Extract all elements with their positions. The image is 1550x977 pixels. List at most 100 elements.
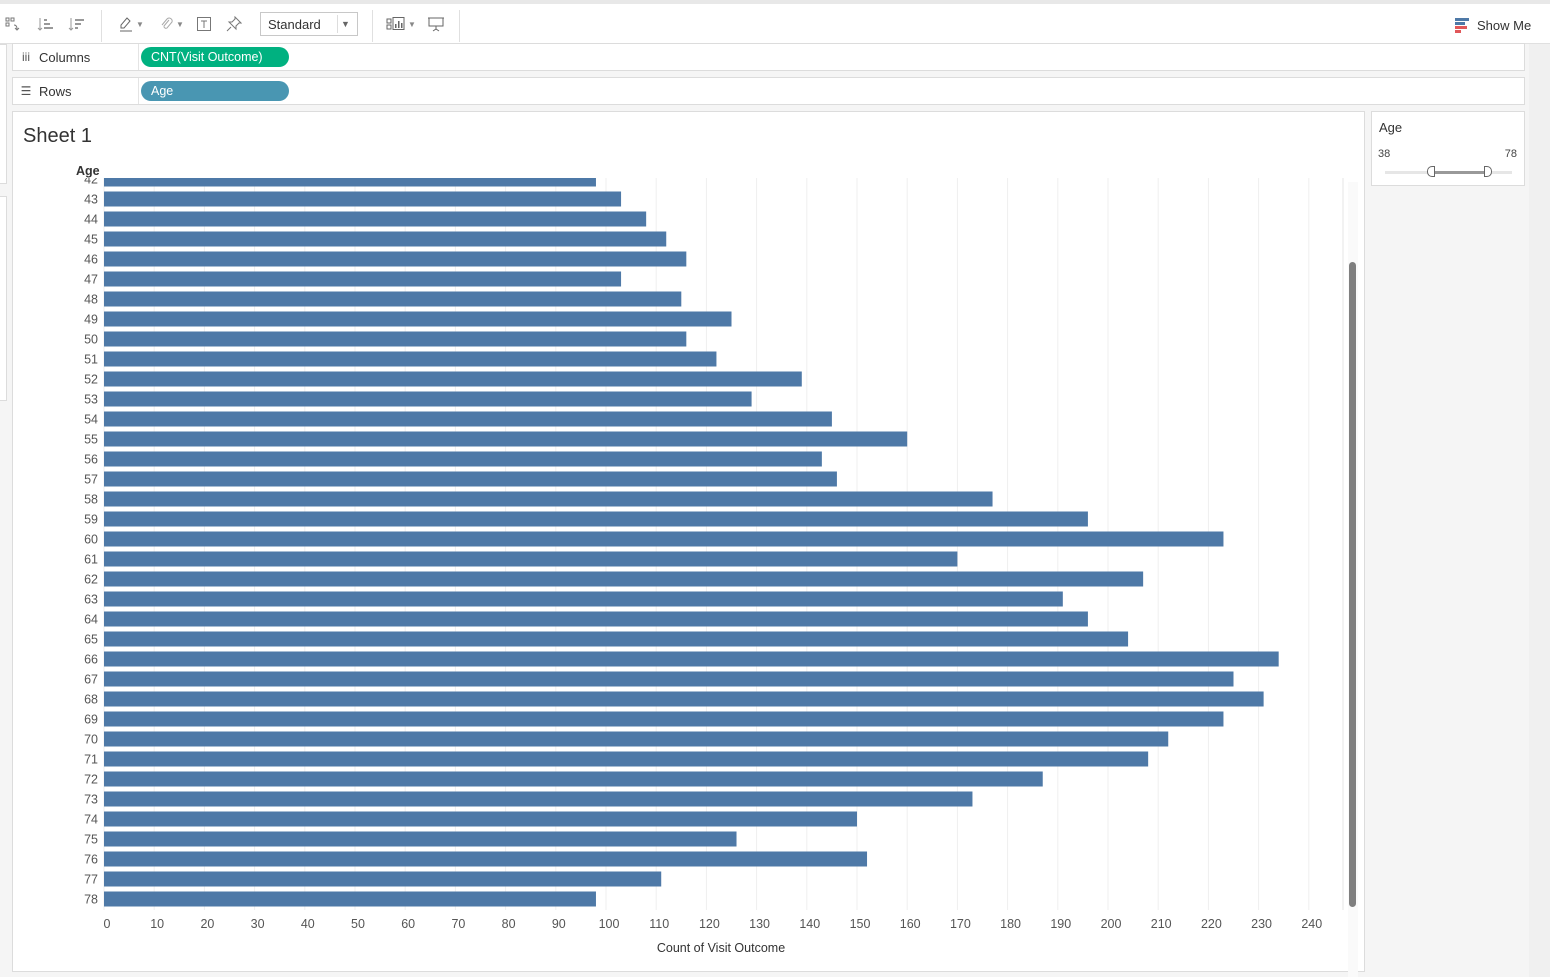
bar[interactable] — [104, 351, 717, 367]
x-tick-label: 60 — [401, 917, 415, 931]
bar[interactable] — [104, 891, 596, 907]
toolbar-separator — [101, 10, 102, 42]
bar[interactable] — [104, 191, 622, 207]
bar[interactable] — [104, 831, 737, 847]
right-panel-gutter — [1529, 44, 1550, 977]
bar[interactable] — [104, 751, 1149, 767]
row-tick-label: 62 — [84, 573, 98, 587]
bar[interactable] — [104, 871, 662, 887]
x-tick-label: 230 — [1251, 917, 1272, 931]
bar[interactable] — [104, 791, 973, 807]
left-panel-edge — [0, 44, 7, 184]
pin-icon[interactable] — [224, 14, 244, 34]
age-filter-card: Age 38 78 — [1371, 111, 1525, 186]
x-tick-label: 170 — [950, 917, 971, 931]
filter-min-label: 38 — [1378, 148, 1391, 160]
row-tick-label: 55 — [84, 433, 98, 447]
bar[interactable] — [104, 291, 682, 307]
bar[interactable] — [104, 311, 732, 327]
fit-mode-dropdown[interactable]: Standard ▼ — [260, 12, 358, 36]
bar[interactable] — [104, 711, 1224, 727]
bar[interactable] — [104, 771, 1043, 787]
bar[interactable] — [104, 631, 1129, 647]
rows-pill[interactable]: Age — [141, 81, 289, 101]
bar[interactable] — [104, 571, 1144, 587]
bar[interactable] — [104, 531, 1224, 547]
row-tick-label: 70 — [84, 733, 98, 747]
x-tick-label: 50 — [351, 917, 365, 931]
y-axis-label: Age — [76, 164, 100, 178]
bar[interactable] — [104, 471, 837, 487]
presentation-icon[interactable] — [426, 14, 446, 34]
bar[interactable] — [104, 551, 958, 567]
columns-label: Columns — [39, 49, 91, 65]
chart-icon[interactable]: ▼ — [384, 14, 418, 34]
viz-area: Sheet 1 42 43 44 45 46 47 48 49 50 51 52 53 54 55 56 57… — [12, 111, 1365, 977]
x-tick-label: 220 — [1201, 917, 1222, 931]
bar[interactable] — [104, 491, 993, 507]
bar[interactable] — [104, 851, 868, 867]
x-tick-label: 240 — [1301, 917, 1322, 931]
x-tick-label: 110 — [649, 917, 669, 931]
row-tick-label: 54 — [84, 413, 98, 427]
bar-chart[interactable]: 42 43 44 45 46 47 48 49 50 51 52 53 54 55 56 57 58 59 60 61… — [13, 112, 1364, 971]
x-tick-label: 0 — [104, 917, 111, 931]
sort-ascending-icon[interactable] — [36, 14, 56, 34]
filter-max-handle[interactable] — [1484, 166, 1492, 177]
bar[interactable] — [104, 691, 1264, 707]
sheet-title: Sheet 1 — [23, 125, 92, 147]
x-tick-label: 140 — [799, 917, 820, 931]
show-me-icon — [1455, 18, 1471, 33]
x-tick-label: 190 — [1050, 917, 1071, 931]
bar[interactable] — [104, 331, 687, 347]
bar[interactable] — [104, 671, 1234, 687]
x-tick-label: 210 — [1151, 917, 1172, 931]
toolbar-separator — [372, 10, 373, 42]
bar[interactable] — [104, 431, 908, 447]
bar[interactable] — [104, 591, 1063, 607]
row-tick-label: 50 — [84, 333, 98, 347]
bar[interactable] — [104, 271, 622, 287]
bar[interactable] — [104, 611, 1088, 627]
row-tick-label: 65 — [84, 633, 98, 647]
scrollbar-thumb[interactable] — [1349, 262, 1356, 907]
x-axis-label: Count of Visit Outcome — [657, 941, 785, 955]
row-tick-label: 61 — [84, 553, 98, 567]
bar[interactable] — [104, 231, 667, 247]
bar[interactable] — [104, 811, 857, 827]
attach-icon[interactable]: ▼ — [155, 14, 187, 34]
rows-shelf[interactable]: ☰ Rows Age — [12, 77, 1525, 105]
x-tick-label: 180 — [1000, 917, 1021, 931]
highlight-icon[interactable]: ▼ — [115, 14, 147, 34]
bar[interactable] — [104, 172, 596, 187]
text-label-icon[interactable] — [194, 14, 214, 34]
bar[interactable] — [104, 411, 832, 427]
row-tick-label: 69 — [84, 713, 98, 727]
row-tick-label: 71 — [84, 753, 98, 767]
filter-max-label: 78 — [1504, 148, 1517, 160]
columns-pill[interactable]: CNT(Visit Outcome) — [141, 47, 289, 67]
row-tick-label: 59 — [84, 513, 98, 527]
bar[interactable] — [104, 211, 647, 227]
bar[interactable] — [104, 651, 1279, 667]
bar[interactable] — [104, 451, 822, 467]
x-tick-label: 130 — [749, 917, 770, 931]
filter-min-handle[interactable] — [1427, 166, 1435, 177]
row-tick-label: 67 — [84, 673, 98, 687]
x-tick-label: 70 — [451, 917, 465, 931]
swap-icon[interactable] — [4, 14, 22, 34]
columns-shelf[interactable]: iii Columns CNT(Visit Outcome) — [12, 43, 1525, 71]
bar[interactable] — [104, 391, 752, 407]
filter-slider-track[interactable] — [1385, 171, 1512, 174]
rows-shelf-label: ☰ Rows — [13, 78, 139, 104]
row-tick-label: 58 — [84, 493, 98, 507]
sort-descending-icon[interactable] — [67, 14, 87, 34]
bar[interactable] — [104, 251, 687, 267]
rows-label: Rows — [39, 83, 72, 99]
row-tick-label: 53 — [84, 393, 98, 407]
bar[interactable] — [104, 511, 1088, 527]
row-tick-label: 42 — [84, 173, 98, 187]
bar[interactable] — [104, 371, 802, 387]
bar[interactable] — [104, 731, 1169, 747]
show-me-button[interactable]: Show Me — [1455, 15, 1531, 35]
